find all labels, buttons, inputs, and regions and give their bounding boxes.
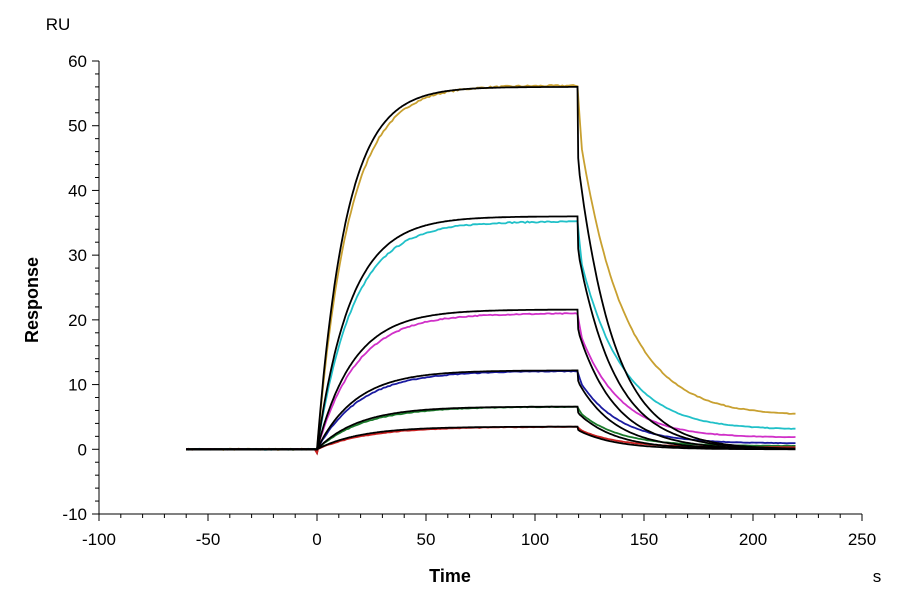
y-tick-label: 20 [68,311,87,330]
y-tick-label: 30 [68,246,87,265]
x-tick-label: 200 [739,530,767,549]
fit-2-curve [186,215,796,451]
fit-6-curve [186,425,796,451]
x-tick-label: 0 [312,530,321,549]
fit-4-curve [186,369,796,451]
x-tick-label: -100 [82,530,116,549]
x-axis-title: Time [429,566,471,586]
series-3-trace [186,312,796,455]
curves-layer [185,84,796,456]
fit-3-curve [186,308,796,451]
y-axis-title: Response [22,257,42,343]
series-1-trace [185,84,796,455]
y-unit-label: RU [46,15,71,34]
y-tick-label: 10 [68,376,87,395]
series-2-trace [186,220,796,455]
x-tick-label: 50 [417,530,436,549]
y-tick-label: 50 [68,117,87,136]
fit-5-curve [186,405,796,451]
y-tick-label: -10 [62,505,87,524]
y-tick-label: 40 [68,181,87,200]
x-tick-label: 150 [630,530,658,549]
y-tick-label: 60 [68,52,87,71]
x-tick-label: -50 [196,530,221,549]
x-tick-label: 100 [521,530,549,549]
fit-1-curve [186,86,796,451]
x-unit-label: s [873,567,882,586]
y-tick-label: 0 [78,440,87,459]
x-tick-label: 250 [848,530,876,549]
